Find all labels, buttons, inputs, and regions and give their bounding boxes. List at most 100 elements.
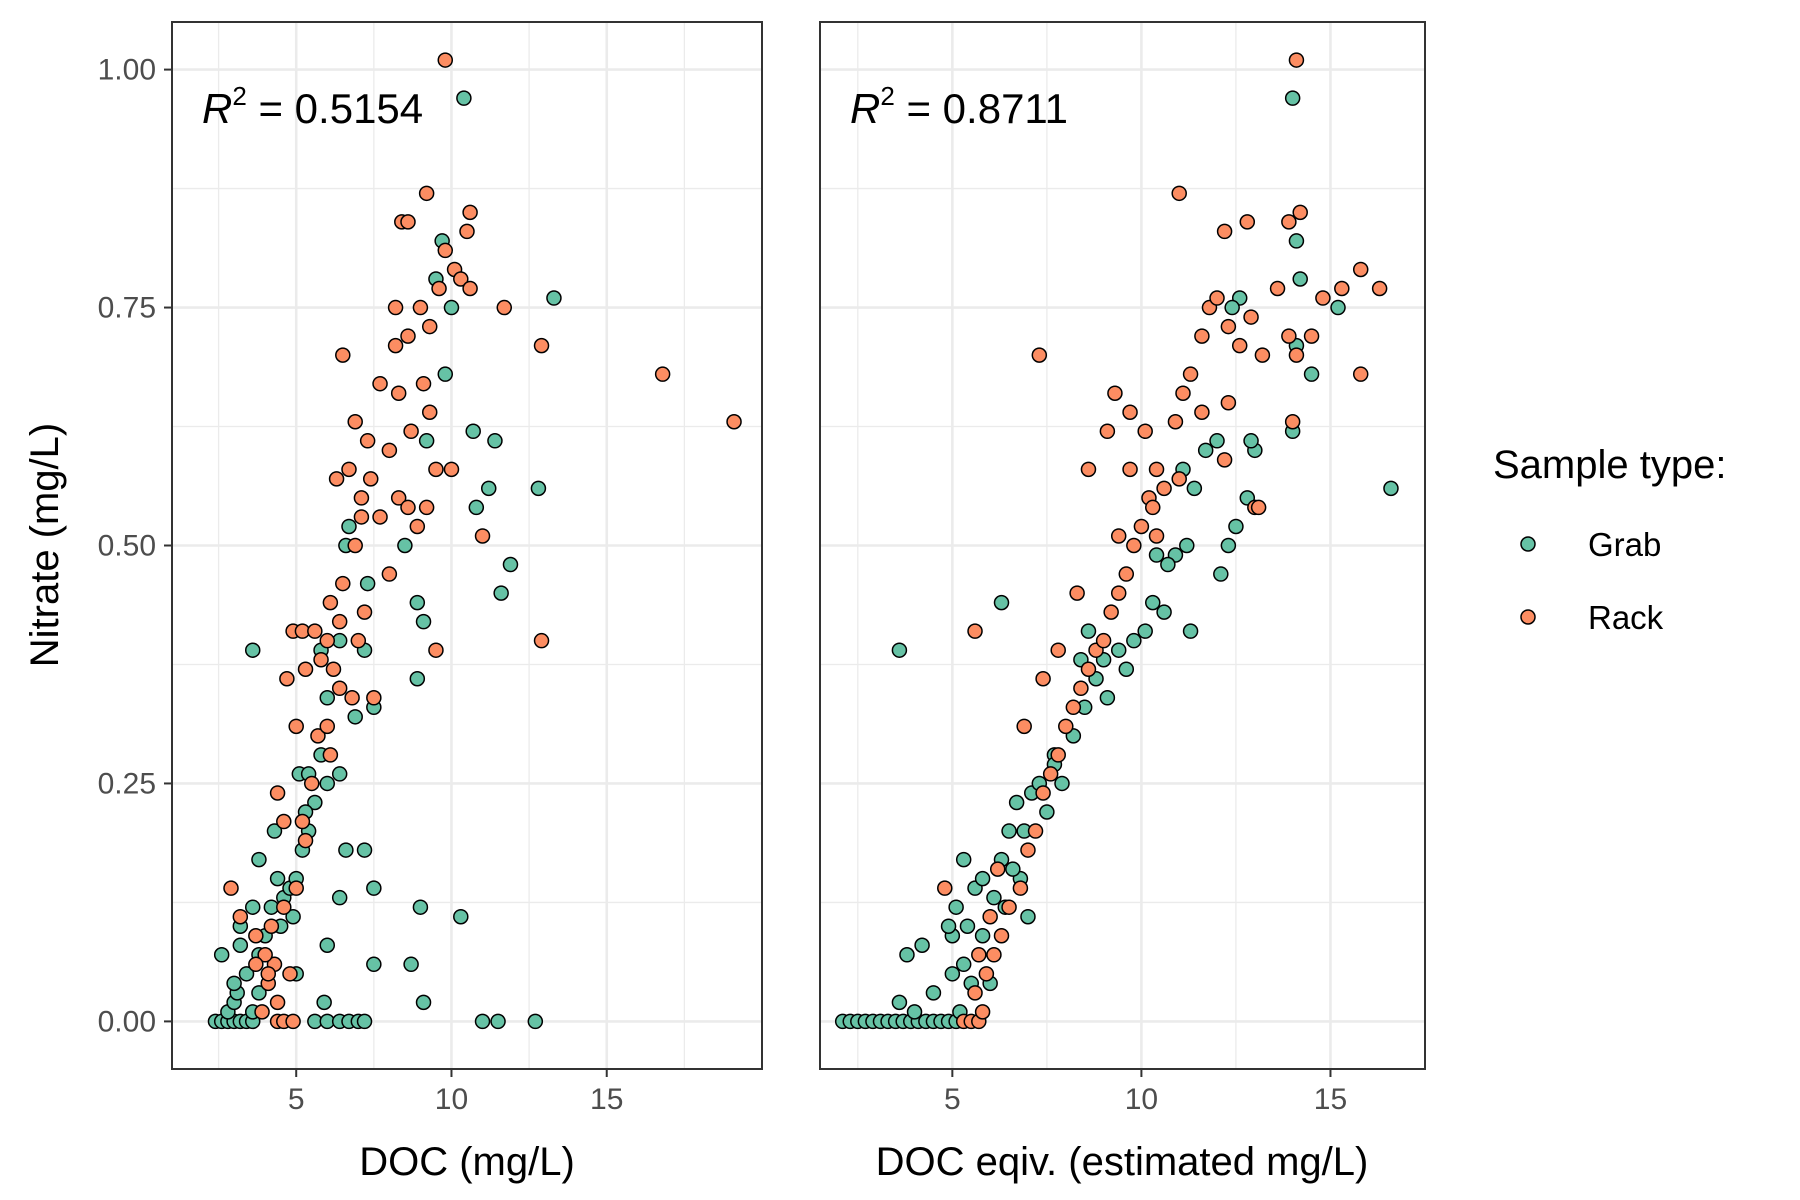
- right-point-rack: [982, 908, 998, 925]
- right-point-rack: [1269, 280, 1286, 297]
- left-point-rack: [428, 461, 444, 478]
- legend-label-grab: Grab: [1588, 526, 1661, 563]
- left-point-grab: [238, 966, 255, 982]
- right-point-rack: [1095, 632, 1112, 649]
- right-point-grab: [1213, 566, 1229, 582]
- left-point-grab: [331, 766, 348, 782]
- right-point-rack: [1171, 471, 1187, 487]
- left-point-grab: [530, 480, 547, 497]
- right-point-rack: [1352, 261, 1369, 278]
- right-point-rack: [1148, 528, 1165, 544]
- legend-label-rack: Rack: [1588, 599, 1664, 636]
- right-point-rack: [1016, 718, 1032, 735]
- right-point-grab: [986, 889, 1002, 906]
- right-point-grab: [1288, 233, 1305, 249]
- left-point-grab: [338, 842, 354, 858]
- right-point-rack: [1137, 423, 1153, 440]
- y-tick-label: 0.00: [98, 1005, 156, 1038]
- legend-key-grab: [1520, 536, 1536, 552]
- left-point-rack: [381, 442, 398, 459]
- left-point-rack: [474, 528, 491, 544]
- right-point-grab: [993, 594, 1010, 611]
- right-point-grab: [891, 642, 908, 658]
- right-gridlines: [820, 22, 1425, 1069]
- left-point-rack: [282, 966, 298, 982]
- right-point-rack: [1020, 842, 1036, 858]
- left-point-grab: [319, 775, 336, 792]
- right-point-grab: [1383, 480, 1399, 497]
- left-point-rack: [654, 366, 671, 382]
- left-point-rack: [431, 280, 447, 297]
- left-point-rack: [347, 537, 363, 554]
- y-tick-label: 0.25: [98, 767, 156, 800]
- right-point-grab: [1243, 433, 1259, 449]
- left-point-grab: [502, 556, 519, 573]
- right-point-rack: [1107, 385, 1123, 401]
- right-point-grab: [1145, 594, 1161, 611]
- left-point-grab: [356, 1013, 373, 1030]
- left-point-rack: [418, 185, 435, 202]
- right-point-rack: [1315, 290, 1331, 306]
- right-x-tick-label: 5: [944, 1083, 961, 1116]
- right-point-grab: [1020, 908, 1036, 925]
- left-point-rack: [390, 490, 407, 506]
- left-point-grab: [468, 499, 485, 516]
- right-point-grab: [1182, 623, 1199, 639]
- right-point-rack: [937, 880, 953, 896]
- right-point-rack: [1027, 823, 1044, 839]
- left-point-grab: [418, 433, 435, 449]
- right-r2-value: = 0.8711: [895, 85, 1068, 132]
- left-point-grab: [341, 518, 357, 535]
- left-points: [207, 52, 742, 1030]
- right-point-grab: [944, 966, 961, 982]
- right-point-rack: [1058, 718, 1074, 735]
- left-point-rack: [726, 414, 742, 430]
- right-point-rack: [1012, 880, 1029, 896]
- left-point-rack: [319, 718, 336, 735]
- left-point-rack: [496, 299, 513, 316]
- left-point-rack: [387, 299, 404, 316]
- left-point-grab: [493, 585, 509, 601]
- left-point-grab: [359, 575, 376, 592]
- y-tick-label: 1.00: [98, 54, 156, 87]
- left-point-rack: [294, 813, 311, 830]
- left-point-grab: [331, 889, 348, 906]
- left-point-grab: [456, 90, 472, 106]
- left-point-rack: [366, 690, 382, 706]
- right-point-grab: [1284, 90, 1301, 106]
- left-x-tick-label: 5: [288, 1083, 305, 1116]
- left-point-grab: [269, 870, 286, 887]
- left-point-grab: [397, 537, 413, 554]
- y-tick-label: 0.75: [98, 292, 156, 325]
- right-point-rack: [1239, 214, 1256, 230]
- right-point-grab: [1001, 823, 1017, 839]
- right-point-rack: [1243, 309, 1259, 325]
- left-y-axis-ticks: 0.00 0.25 0.50 0.75 1.00: [98, 54, 172, 1038]
- right-point-grab: [1156, 604, 1172, 620]
- right-point-grab: [1137, 623, 1153, 639]
- right-point-grab: [1148, 547, 1165, 563]
- left-point-grab: [347, 709, 363, 725]
- left-point-grab: [244, 899, 261, 915]
- left-point-rack: [328, 471, 345, 487]
- left-point-rack: [453, 271, 469, 287]
- left-point-grab: [266, 823, 283, 839]
- right-point-grab: [1080, 623, 1097, 639]
- left-x-axis-ticks: 5 10 15: [288, 1069, 623, 1116]
- right-point-rack: [1110, 528, 1127, 544]
- right-point-rack: [1069, 585, 1085, 601]
- right-point-rack: [993, 927, 1010, 944]
- right-point-rack: [1001, 899, 1017, 915]
- right-point-rack: [1292, 204, 1308, 221]
- right-point-rack: [1167, 414, 1184, 430]
- left-point-rack: [415, 375, 432, 392]
- left-point-rack: [297, 832, 314, 849]
- right-panel: 5 10 15 R2 = 0.8711 DOC eqiv. (estimated m…: [819, 21, 1426, 1184]
- right-x-axis-ticks: 5 10 15: [944, 1069, 1347, 1116]
- left-point-rack: [533, 337, 550, 354]
- left-point-grab: [409, 671, 426, 687]
- left-point-rack: [260, 966, 277, 982]
- right-point-rack: [1250, 499, 1267, 516]
- right-point-rack: [1231, 337, 1248, 354]
